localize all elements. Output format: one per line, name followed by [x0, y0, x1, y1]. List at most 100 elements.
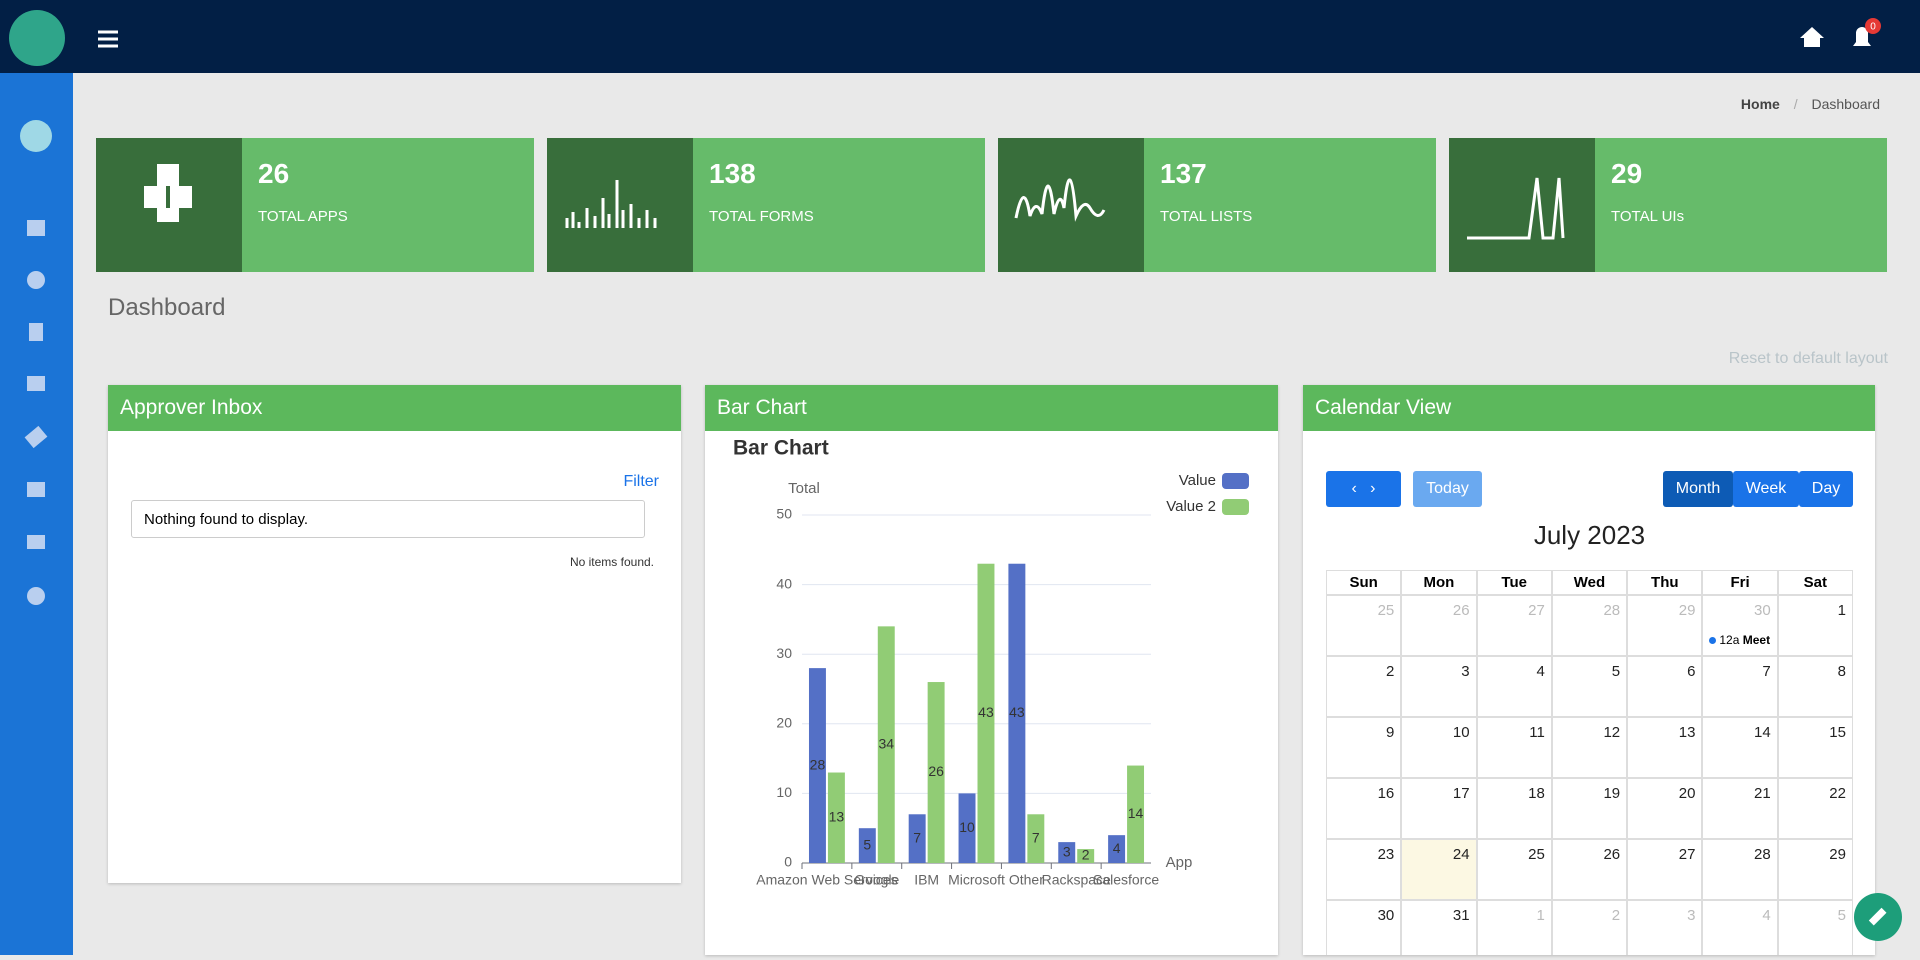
- stat-value: 29: [1611, 158, 1643, 189]
- nav-icon[interactable]: [29, 323, 43, 341]
- panel-title: Bar Chart: [705, 385, 1278, 431]
- day-number: 1: [1536, 907, 1545, 924]
- y-tick-label: 0: [784, 854, 792, 870]
- day-cell[interactable]: 7: [1702, 656, 1778, 717]
- day-cell[interactable]: 2: [1551, 900, 1628, 955]
- day-cell[interactable]: 30: [1702, 595, 1778, 656]
- home-icon[interactable]: [1800, 27, 1824, 47]
- day-cell[interactable]: 6: [1627, 656, 1703, 717]
- bar: [977, 563, 995, 863]
- day-cell[interactable]: 1: [1777, 595, 1853, 656]
- day-cell[interactable]: 3: [1627, 900, 1703, 955]
- nav-icon[interactable]: [27, 220, 45, 236]
- view-button[interactable]: Month: [1663, 471, 1733, 507]
- day-cell[interactable]: 30: [1326, 900, 1402, 955]
- day-cell[interactable]: 25: [1476, 839, 1552, 900]
- panel-title: Calendar View: [1303, 385, 1875, 431]
- day-cell[interactable]: 26: [1551, 839, 1628, 900]
- bar-label: 34: [878, 735, 894, 751]
- breadcrumb: Home / Dashboard: [1740, 96, 1881, 112]
- stat-card[interactable]: 138 TOTAL FORMS: [547, 138, 985, 272]
- breadcrumb-home[interactable]: Home: [1740, 96, 1780, 112]
- nav-icon[interactable]: [27, 271, 45, 289]
- day-cell[interactable]: 11: [1476, 717, 1552, 778]
- bar-label: 2: [1082, 847, 1090, 863]
- menu-button[interactable]: [98, 30, 118, 48]
- day-cell[interactable]: 4: [1702, 900, 1778, 955]
- day-cell[interactable]: 10: [1401, 717, 1477, 778]
- day-cell[interactable]: 14: [1702, 717, 1778, 778]
- filter-link[interactable]: Filter: [623, 473, 659, 490]
- logo[interactable]: [9, 10, 65, 66]
- day-cell[interactable]: 17: [1401, 778, 1477, 839]
- nav-icon[interactable]: [27, 535, 45, 549]
- weekday: Sun: [1326, 570, 1402, 595]
- bell-icon[interactable]: [1853, 27, 1871, 46]
- x-tick-label: Amazon Web Services: [756, 872, 897, 888]
- bar: [1127, 765, 1145, 863]
- day-cell[interactable]: 5: [1777, 900, 1853, 955]
- bar: [1077, 849, 1095, 863]
- day-cell[interactable]: 24: [1401, 839, 1477, 900]
- day-cell[interactable]: 15: [1777, 717, 1853, 778]
- edit-fab[interactable]: [1854, 893, 1902, 941]
- day-cell[interactable]: 16: [1326, 778, 1402, 839]
- day-cell[interactable]: 28: [1551, 595, 1628, 656]
- day-cell[interactable]: 27: [1476, 595, 1552, 656]
- day-cell[interactable]: 5: [1551, 656, 1628, 717]
- day-cell[interactable]: 28: [1702, 839, 1778, 900]
- view-button[interactable]: Week: [1733, 471, 1799, 507]
- day-cell[interactable]: 21: [1702, 778, 1778, 839]
- nav-buttons[interactable]: ‹ ›: [1326, 471, 1401, 507]
- bar: [1027, 814, 1045, 863]
- day-cell[interactable]: 19: [1551, 778, 1628, 839]
- day-cell[interactable]: 2: [1326, 656, 1402, 717]
- bar-label: 7: [1032, 829, 1040, 845]
- day-cell[interactable]: 20: [1627, 778, 1703, 839]
- day-cell[interactable]: 18: [1476, 778, 1552, 839]
- stat-card[interactable]: 137 TOTAL LISTS: [998, 138, 1436, 272]
- stat-card[interactable]: 29 TOTAL UIs: [1449, 138, 1887, 272]
- day-number: 10: [1452, 724, 1470, 741]
- day-cell[interactable]: 29: [1777, 839, 1853, 900]
- day-number: 5: [1611, 663, 1621, 680]
- day-cell[interactable]: 27: [1627, 839, 1703, 900]
- nav-icon[interactable]: [27, 482, 45, 497]
- y-tick-label: 50: [776, 506, 792, 522]
- day-number: 5: [1837, 907, 1846, 924]
- day-cell[interactable]: 3: [1401, 656, 1477, 717]
- stat-label: TOTAL LISTS: [1160, 208, 1253, 225]
- today-button[interactable]: Today: [1413, 471, 1482, 507]
- day-cell[interactable]: 29: [1627, 595, 1703, 656]
- nav-icon[interactable]: [27, 376, 45, 391]
- day-cell[interactable]: 22: [1777, 778, 1853, 839]
- day-cell[interactable]: 9: [1326, 717, 1402, 778]
- view-button[interactable]: Day: [1799, 471, 1853, 507]
- day-number: 24: [1452, 846, 1470, 863]
- day-cell[interactable]: 4: [1476, 656, 1552, 717]
- calendar-event[interactable]: 12a Meet: [1709, 633, 1770, 647]
- stat-card[interactable]: 26 TOTAL APPS: [96, 138, 534, 272]
- day-number: 6: [1687, 663, 1696, 680]
- day-cell[interactable]: 26: [1401, 595, 1477, 656]
- day-cell[interactable]: 1: [1476, 900, 1552, 955]
- day-number: 30: [1377, 907, 1395, 924]
- day-cell[interactable]: 31: [1401, 900, 1477, 955]
- nav-icon[interactable]: [24, 425, 48, 449]
- bar-label: 5: [863, 836, 871, 852]
- weekday: Fri: [1702, 570, 1778, 595]
- breadcrumb-current: Dashboard: [1811, 96, 1881, 112]
- day-number: 25: [1528, 846, 1545, 863]
- day-cell[interactable]: 23: [1326, 839, 1402, 900]
- day-cell[interactable]: 8: [1777, 656, 1853, 717]
- nav-icon[interactable]: [27, 587, 45, 605]
- badge: [1865, 18, 1881, 34]
- day-cell[interactable]: 12: [1551, 717, 1628, 778]
- day-number: 14: [1754, 724, 1771, 741]
- day-cell[interactable]: 25: [1326, 595, 1402, 656]
- bar-label: 3: [1063, 843, 1071, 859]
- day-number: 11: [1529, 724, 1545, 741]
- reset-layout[interactable]: Reset to default layout: [1728, 350, 1888, 367]
- nav-icon[interactable]: [20, 120, 52, 152]
- day-cell[interactable]: 13: [1627, 717, 1703, 778]
